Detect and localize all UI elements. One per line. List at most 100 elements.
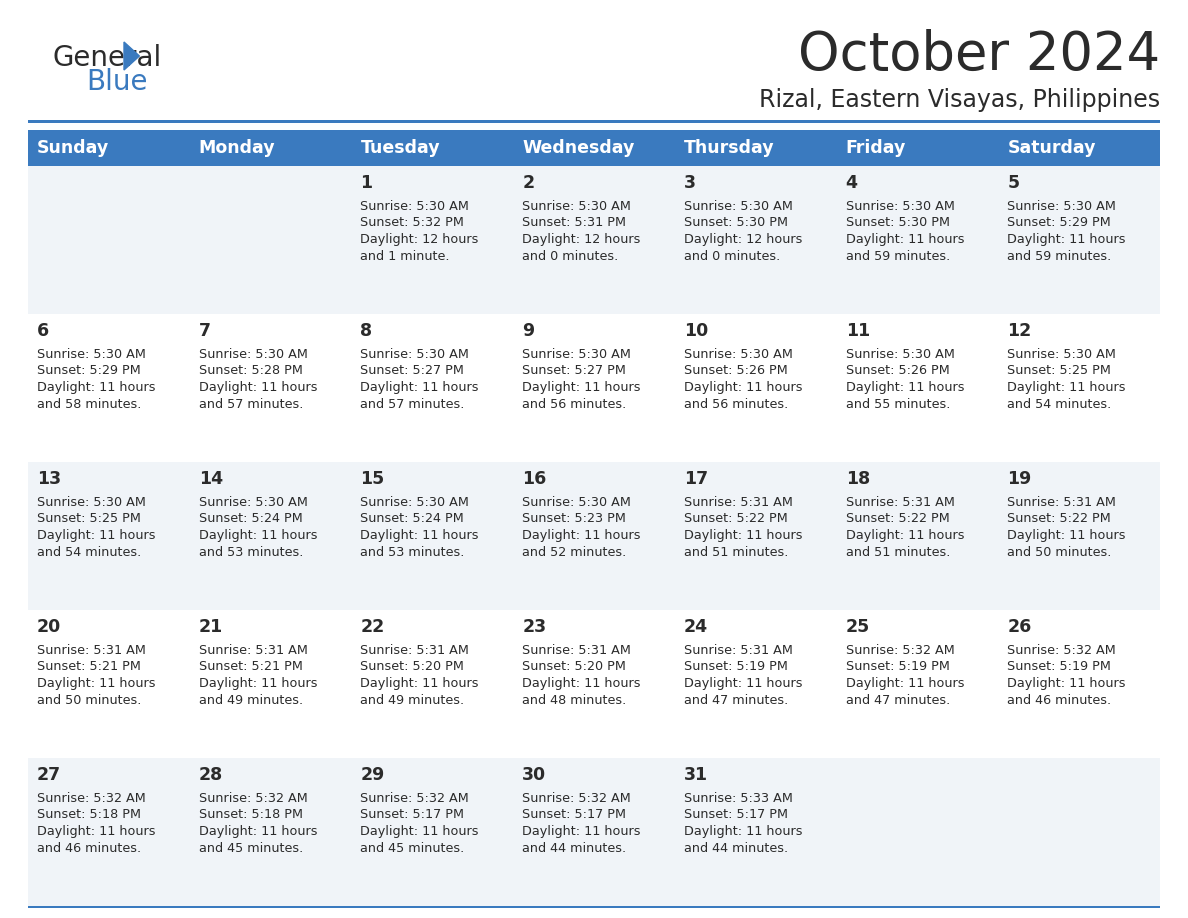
Text: Daylight: 11 hours: Daylight: 11 hours <box>1007 381 1126 394</box>
Bar <box>29 314 190 462</box>
Text: and 58 minutes.: and 58 minutes. <box>37 397 141 410</box>
Bar <box>352 166 513 314</box>
Text: Sunrise: 5:30 AM: Sunrise: 5:30 AM <box>37 348 146 361</box>
Text: Daylight: 11 hours: Daylight: 11 hours <box>37 381 156 394</box>
Text: Daylight: 12 hours: Daylight: 12 hours <box>523 233 640 246</box>
Text: Sunset: 5:23 PM: Sunset: 5:23 PM <box>523 512 626 525</box>
Text: Sunset: 5:27 PM: Sunset: 5:27 PM <box>360 364 465 377</box>
Text: Sunday: Sunday <box>37 139 109 157</box>
Text: and 0 minutes.: and 0 minutes. <box>523 250 619 263</box>
Bar <box>190 610 352 758</box>
Text: Daylight: 11 hours: Daylight: 11 hours <box>37 825 156 838</box>
Text: Sunrise: 5:31 AM: Sunrise: 5:31 AM <box>1007 496 1117 509</box>
Text: 15: 15 <box>360 470 385 488</box>
Text: 1: 1 <box>360 174 373 192</box>
Text: Sunset: 5:19 PM: Sunset: 5:19 PM <box>1007 660 1111 674</box>
Text: Daylight: 11 hours: Daylight: 11 hours <box>523 825 640 838</box>
Text: Sunset: 5:24 PM: Sunset: 5:24 PM <box>198 512 303 525</box>
Bar <box>29 314 1159 316</box>
Text: Daylight: 11 hours: Daylight: 11 hours <box>684 825 802 838</box>
Text: 21: 21 <box>198 618 223 636</box>
Text: Daylight: 11 hours: Daylight: 11 hours <box>360 381 479 394</box>
Text: Sunrise: 5:32 AM: Sunrise: 5:32 AM <box>1007 644 1116 657</box>
Text: Sunrise: 5:32 AM: Sunrise: 5:32 AM <box>523 792 631 805</box>
Text: Saturday: Saturday <box>1007 139 1095 157</box>
Bar <box>29 130 190 166</box>
Text: Sunrise: 5:30 AM: Sunrise: 5:30 AM <box>198 496 308 509</box>
Text: Sunrise: 5:31 AM: Sunrise: 5:31 AM <box>523 644 631 657</box>
Text: Sunset: 5:17 PM: Sunset: 5:17 PM <box>684 809 788 822</box>
Text: 13: 13 <box>37 470 61 488</box>
Text: and 0 minutes.: and 0 minutes. <box>684 250 781 263</box>
Text: and 46 minutes.: and 46 minutes. <box>1007 693 1112 707</box>
Polygon shape <box>124 42 139 70</box>
Text: Sunrise: 5:30 AM: Sunrise: 5:30 AM <box>360 200 469 213</box>
Text: Sunrise: 5:30 AM: Sunrise: 5:30 AM <box>523 200 631 213</box>
Bar <box>998 462 1159 610</box>
Bar <box>29 906 1159 908</box>
Text: and 54 minutes.: and 54 minutes. <box>37 545 141 558</box>
Bar <box>190 130 352 166</box>
Text: and 45 minutes.: and 45 minutes. <box>198 842 303 855</box>
Text: Monday: Monday <box>198 139 276 157</box>
Bar <box>998 610 1159 758</box>
Bar <box>513 130 675 166</box>
Bar <box>29 166 190 314</box>
Text: 25: 25 <box>846 618 870 636</box>
Bar <box>352 758 513 906</box>
Text: 10: 10 <box>684 322 708 340</box>
Text: 30: 30 <box>523 766 546 784</box>
Bar <box>29 462 1159 464</box>
Bar <box>836 758 998 906</box>
Bar <box>190 462 352 610</box>
Text: Sunrise: 5:30 AM: Sunrise: 5:30 AM <box>360 496 469 509</box>
Text: Sunrise: 5:31 AM: Sunrise: 5:31 AM <box>846 496 954 509</box>
Bar <box>836 130 998 166</box>
Text: Sunset: 5:20 PM: Sunset: 5:20 PM <box>523 660 626 674</box>
Text: Sunrise: 5:30 AM: Sunrise: 5:30 AM <box>198 348 308 361</box>
Text: 6: 6 <box>37 322 49 340</box>
Text: and 53 minutes.: and 53 minutes. <box>360 545 465 558</box>
Text: Daylight: 11 hours: Daylight: 11 hours <box>684 677 802 690</box>
Text: Daylight: 11 hours: Daylight: 11 hours <box>684 529 802 542</box>
Text: Sunset: 5:26 PM: Sunset: 5:26 PM <box>846 364 949 377</box>
Text: Daylight: 11 hours: Daylight: 11 hours <box>684 381 802 394</box>
Text: and 59 minutes.: and 59 minutes. <box>1007 250 1112 263</box>
Text: and 44 minutes.: and 44 minutes. <box>684 842 788 855</box>
Text: Sunrise: 5:31 AM: Sunrise: 5:31 AM <box>684 496 792 509</box>
Bar <box>836 314 998 462</box>
Text: Daylight: 11 hours: Daylight: 11 hours <box>198 677 317 690</box>
Text: Daylight: 11 hours: Daylight: 11 hours <box>523 381 640 394</box>
Text: 7: 7 <box>198 322 210 340</box>
Text: Sunrise: 5:31 AM: Sunrise: 5:31 AM <box>684 644 792 657</box>
Text: and 50 minutes.: and 50 minutes. <box>37 693 141 707</box>
Text: General: General <box>52 44 162 72</box>
Bar <box>998 314 1159 462</box>
Text: Sunset: 5:20 PM: Sunset: 5:20 PM <box>360 660 465 674</box>
Bar <box>513 610 675 758</box>
Text: 28: 28 <box>198 766 223 784</box>
Text: Sunset: 5:27 PM: Sunset: 5:27 PM <box>523 364 626 377</box>
Text: and 49 minutes.: and 49 minutes. <box>360 693 465 707</box>
Bar <box>513 462 675 610</box>
Text: Daylight: 11 hours: Daylight: 11 hours <box>198 529 317 542</box>
Bar <box>29 462 190 610</box>
Text: 9: 9 <box>523 322 535 340</box>
Text: Sunset: 5:22 PM: Sunset: 5:22 PM <box>846 512 949 525</box>
Text: 11: 11 <box>846 322 870 340</box>
Text: 5: 5 <box>1007 174 1019 192</box>
Bar <box>29 610 1159 612</box>
Text: 26: 26 <box>1007 618 1031 636</box>
Text: 2: 2 <box>523 174 535 192</box>
Text: Sunset: 5:32 PM: Sunset: 5:32 PM <box>360 217 465 230</box>
Text: Daylight: 11 hours: Daylight: 11 hours <box>37 529 156 542</box>
Bar <box>675 166 836 314</box>
Text: Sunset: 5:22 PM: Sunset: 5:22 PM <box>684 512 788 525</box>
Text: Daylight: 11 hours: Daylight: 11 hours <box>1007 233 1126 246</box>
Text: Daylight: 11 hours: Daylight: 11 hours <box>198 825 317 838</box>
Text: Sunrise: 5:32 AM: Sunrise: 5:32 AM <box>198 792 308 805</box>
Bar <box>836 166 998 314</box>
Text: Thursday: Thursday <box>684 139 775 157</box>
Text: Sunset: 5:18 PM: Sunset: 5:18 PM <box>37 809 141 822</box>
Text: 31: 31 <box>684 766 708 784</box>
